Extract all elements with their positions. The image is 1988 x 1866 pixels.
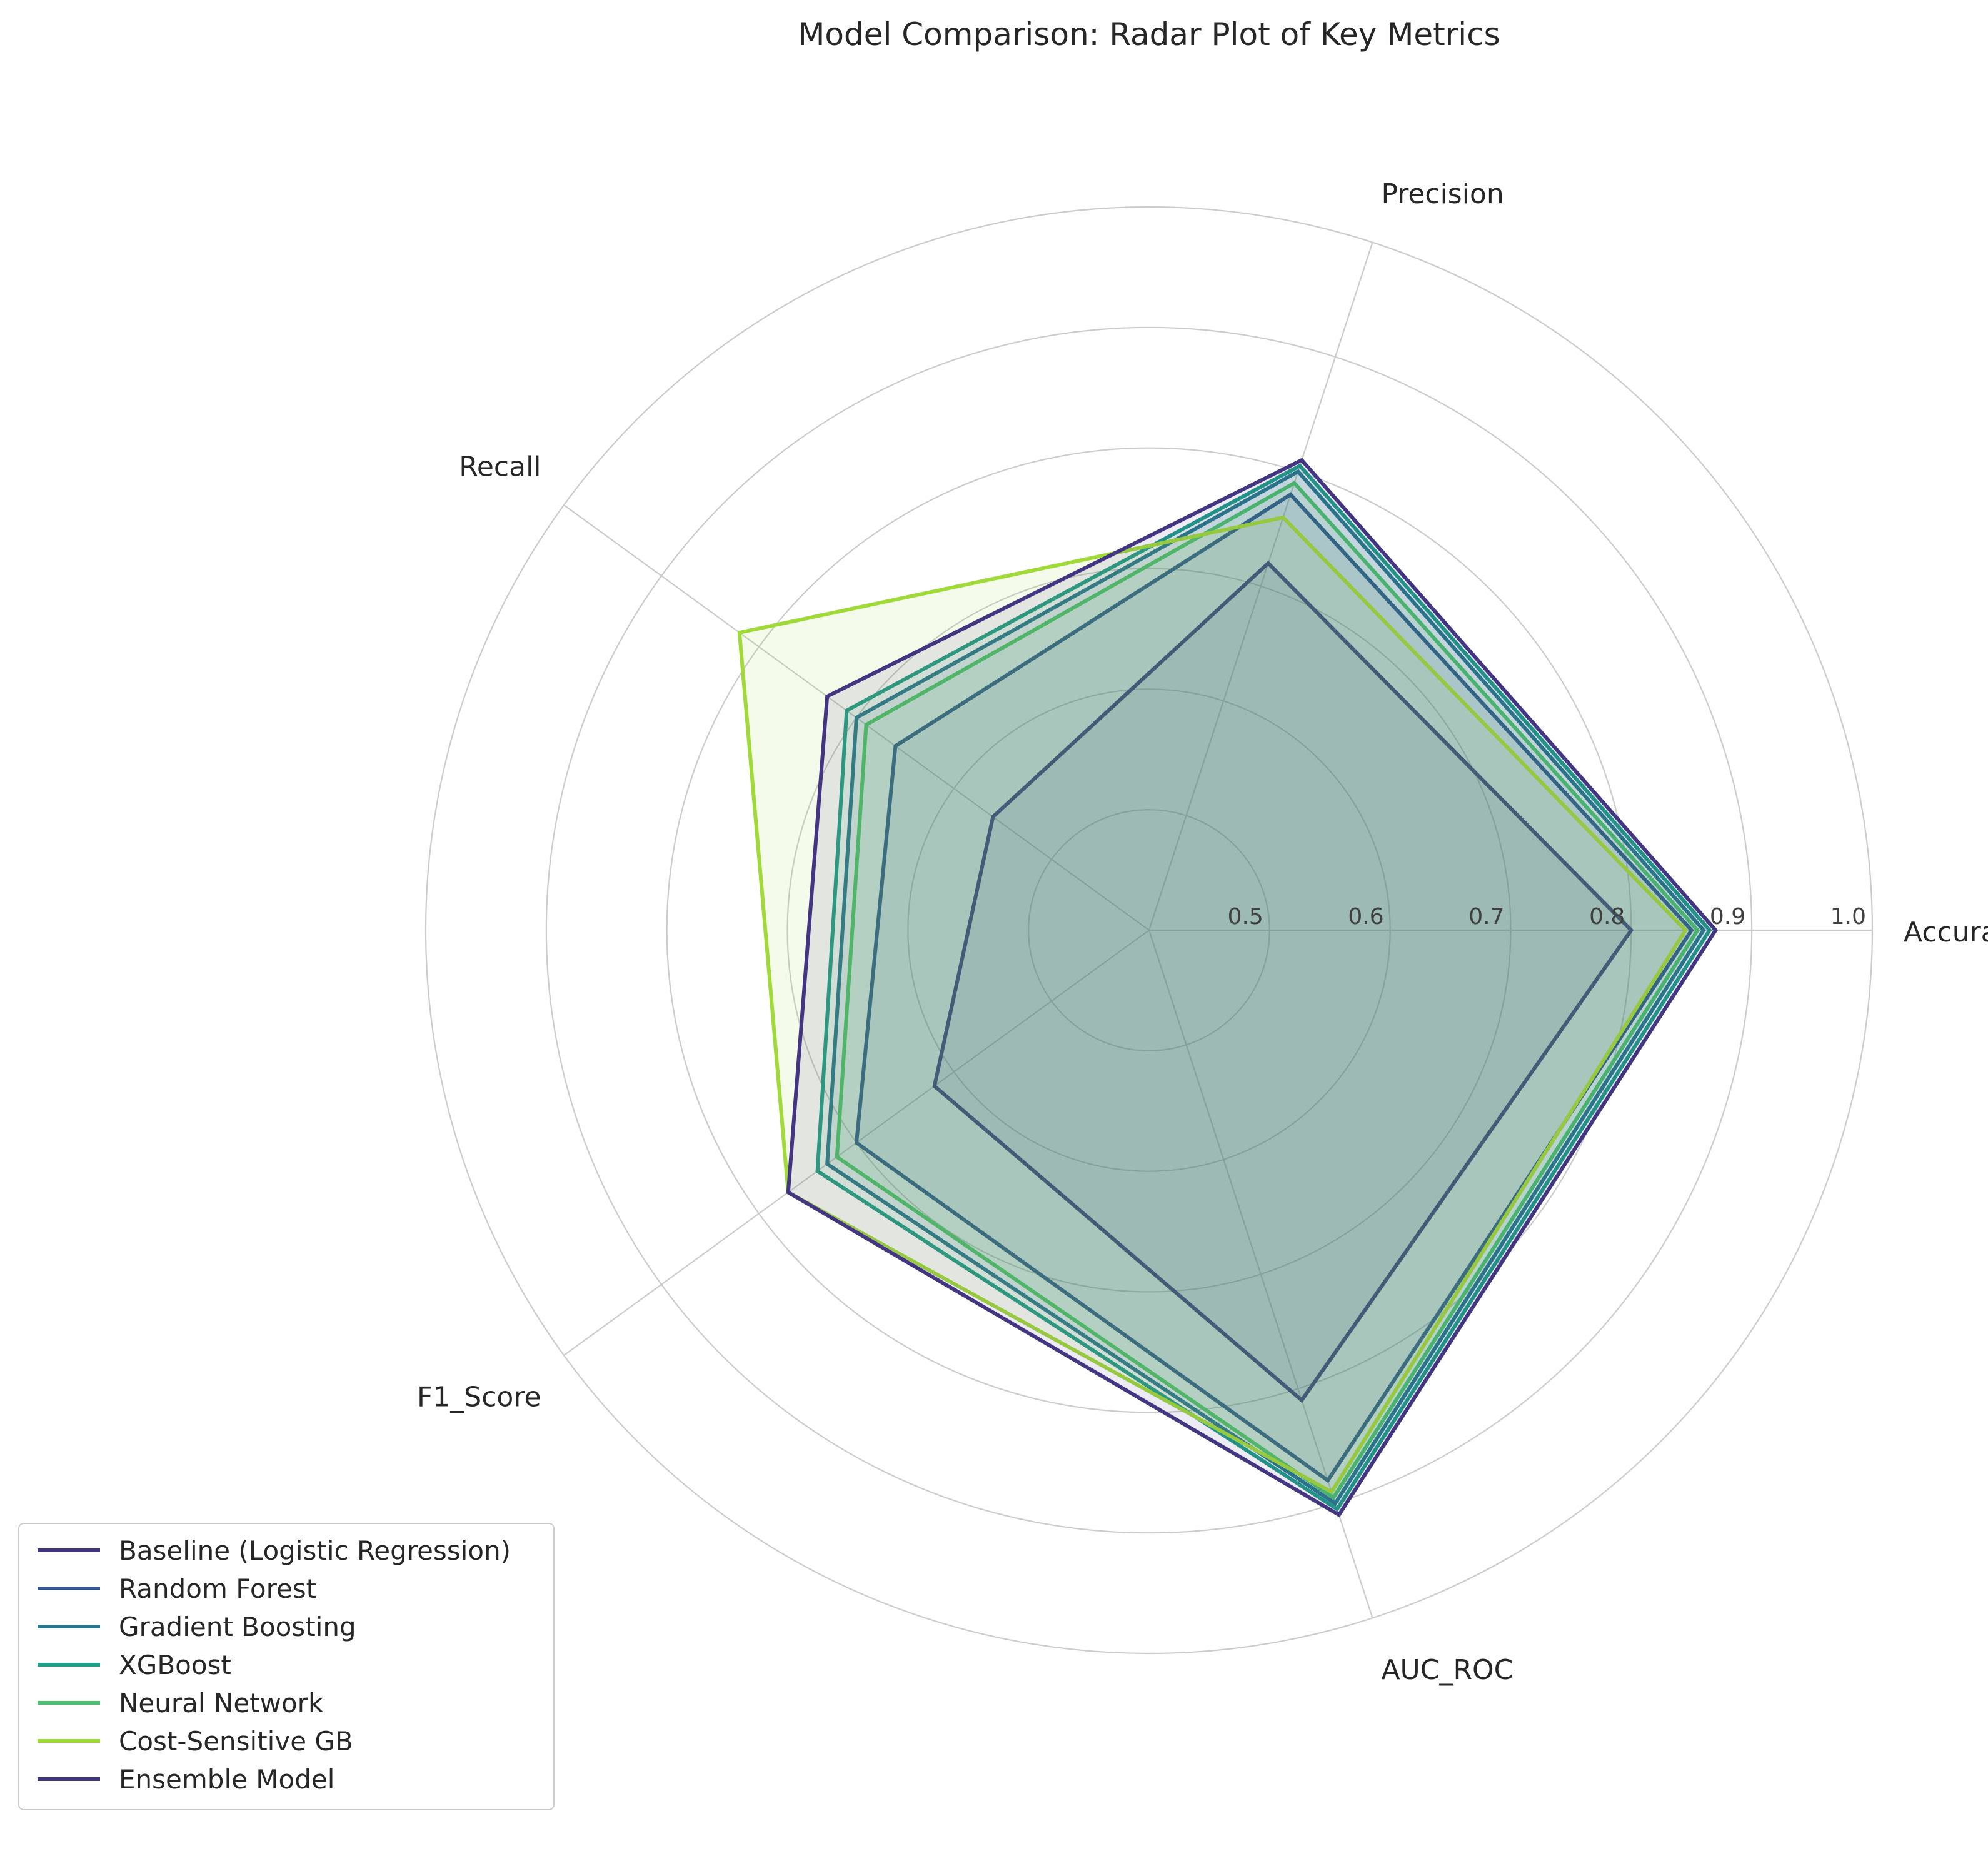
legend-label: Neural Network — [119, 1688, 324, 1718]
series-fill — [836, 483, 1698, 1498]
chart-title: Model Comparison: Radar Plot of Key Metr… — [798, 16, 1500, 53]
rtick-label: 0.6 — [1348, 904, 1383, 930]
radial-tick-labels: 0.5 0.6 0.7 0.8 0.9 1.0 — [1228, 904, 1866, 930]
legend-label: Random Forest — [119, 1573, 316, 1604]
legend-label: Cost-Sensitive GB — [119, 1726, 353, 1757]
series-fill — [788, 460, 1716, 1515]
series-line — [825, 469, 1706, 1507]
legend-label: Baseline (Logistic Regression) — [119, 1535, 511, 1566]
series-fill — [934, 563, 1632, 1400]
radar-series-layer — [737, 458, 1719, 1518]
series-line — [815, 463, 1712, 1512]
rtick-label: 1.0 — [1830, 904, 1866, 930]
series-line — [854, 492, 1694, 1483]
series-line — [786, 458, 1719, 1518]
series-line — [737, 515, 1688, 1495]
rtick-label: 0.8 — [1589, 904, 1625, 930]
axis-label-accuracy: Accuracy — [1904, 916, 1988, 948]
rtick-label: 0.9 — [1710, 904, 1745, 930]
series-fill — [827, 471, 1704, 1503]
rtick-label: 0.7 — [1468, 904, 1504, 930]
axis-label-recall: Recall — [459, 451, 541, 483]
legend-label: Gradient Boosting — [119, 1612, 356, 1642]
legend-box — [18, 1523, 555, 1810]
axis-label-auc_roc: AUC_ROC — [1381, 1654, 1513, 1686]
rtick-label: 0.5 — [1228, 904, 1263, 930]
series-fill — [856, 494, 1692, 1481]
legend-label: Ensemble Model — [119, 1764, 334, 1795]
grid-spoke — [1148, 242, 1373, 931]
axis-label-precision: Precision — [1381, 178, 1504, 210]
legend-label: XGBoost — [119, 1650, 231, 1680]
series-line — [835, 481, 1700, 1501]
series-fill — [739, 517, 1686, 1492]
legend: Baseline (Logistic Regression) Random For… — [18, 1523, 555, 1810]
axis-label-f1_score: F1_Score — [417, 1382, 541, 1413]
series-line — [932, 560, 1634, 1403]
axis-labels: Accuracy Precision Recall F1_Score AUC_ROC — [417, 178, 1988, 1686]
